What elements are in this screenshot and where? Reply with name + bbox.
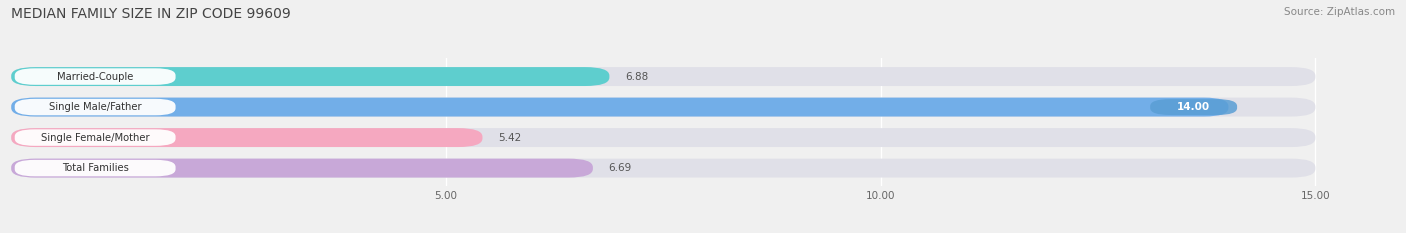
FancyBboxPatch shape bbox=[1150, 99, 1237, 115]
FancyBboxPatch shape bbox=[11, 159, 593, 178]
FancyBboxPatch shape bbox=[14, 68, 176, 85]
FancyBboxPatch shape bbox=[11, 128, 1316, 147]
Text: Source: ZipAtlas.com: Source: ZipAtlas.com bbox=[1284, 7, 1395, 17]
Text: Single Female/Mother: Single Female/Mother bbox=[41, 133, 149, 143]
FancyBboxPatch shape bbox=[14, 160, 176, 176]
FancyBboxPatch shape bbox=[11, 98, 1229, 116]
FancyBboxPatch shape bbox=[14, 129, 176, 146]
FancyBboxPatch shape bbox=[11, 98, 1316, 116]
Text: 5.42: 5.42 bbox=[498, 133, 522, 143]
FancyBboxPatch shape bbox=[11, 67, 609, 86]
Text: 6.69: 6.69 bbox=[609, 163, 631, 173]
Text: Total Families: Total Families bbox=[62, 163, 128, 173]
FancyBboxPatch shape bbox=[11, 67, 1316, 86]
Text: MEDIAN FAMILY SIZE IN ZIP CODE 99609: MEDIAN FAMILY SIZE IN ZIP CODE 99609 bbox=[11, 7, 291, 21]
FancyBboxPatch shape bbox=[11, 159, 1316, 178]
FancyBboxPatch shape bbox=[11, 128, 482, 147]
Text: 14.00: 14.00 bbox=[1177, 102, 1211, 112]
FancyBboxPatch shape bbox=[14, 99, 176, 115]
Text: Single Male/Father: Single Male/Father bbox=[49, 102, 142, 112]
Text: Married-Couple: Married-Couple bbox=[58, 72, 134, 82]
Text: 6.88: 6.88 bbox=[626, 72, 648, 82]
